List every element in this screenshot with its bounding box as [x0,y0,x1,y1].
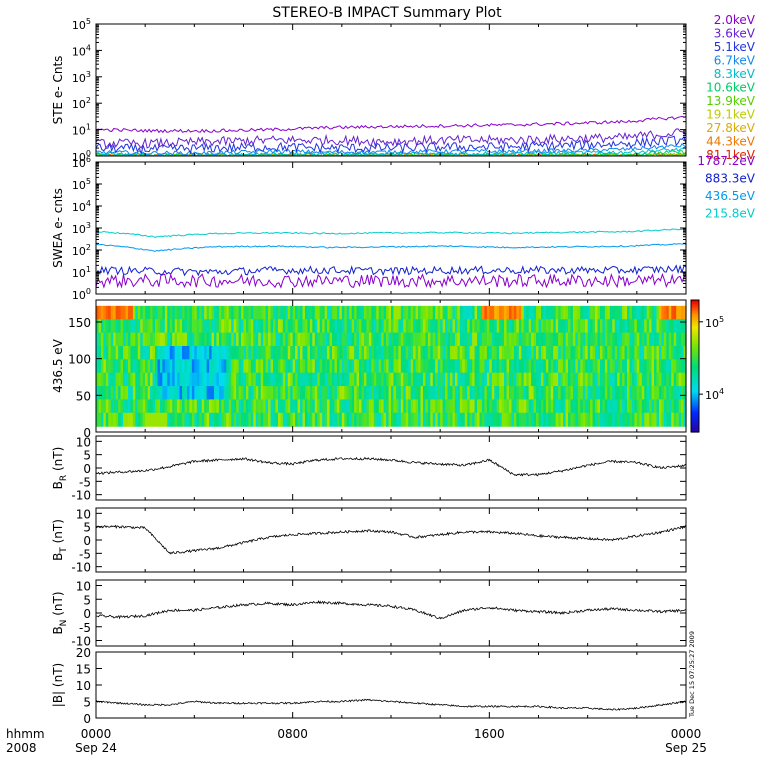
y-tick-label: 0 [83,462,91,476]
panel-frame [95,435,687,501]
y-tick-label: 106 [72,155,91,170]
legend-10.6keV: 10.6keV [706,81,756,95]
colorbar-tick-label: 104 [705,387,724,402]
series-line-436.5eV [96,243,686,252]
y-tick-label: 5 [83,449,91,463]
legend-8.3keV: 8.3keV [714,67,756,81]
y-tick-label: 102 [72,243,91,258]
y-tick-label: 10 [76,435,91,449]
y-tick-label: 103 [72,70,91,85]
legend-6.7keV: 6.7keV [714,54,756,68]
y-tick-label: 100 [68,353,91,367]
series-line-1787.2eV [96,272,686,289]
field-trace [95,524,687,555]
legend-81.1keV: 81.1keV [706,148,756,162]
y-tick-label: 0 [83,426,91,440]
swea-electron-counts-panel: 215.8eV 436.5eV 883.3eV 1787.2eV 100 101 102 10… [51,154,756,302]
y-tick-label: -5 [79,547,91,561]
y-axis-label: 436.5 eV [51,338,65,393]
legend-44.3keV: 44.3keV [706,135,756,149]
y-tick-label: 0 [83,607,91,621]
series-line-2.0keV [96,115,686,134]
legend-2.0keV: 2.0keV [714,13,756,27]
y-axis-label: BT (nT) [51,519,69,561]
y-tick-label: 10 [76,580,91,594]
time-tick-date-label: Sep 25 [665,741,707,755]
time-tick-label: 0800 [277,727,308,741]
y-axis-label: SWEA e- cnts [51,188,65,268]
legend-3.6keV: 3.6keV [714,27,756,41]
y-tick-label: 20 [76,646,91,660]
y-axis-label: STE e- Cnts [51,56,65,125]
series-line-883.3eV [96,264,686,277]
series-group [96,115,686,156]
y-tick-label: 105 [72,177,91,192]
y-tick-label: 5 [83,521,91,535]
y-tick-label: 150 [68,316,91,330]
panel-frame [95,507,687,573]
y-tick-label: 100 [72,287,91,302]
legend-13.9keV: 13.9keV [706,94,756,108]
y-tick-label: 5 [83,696,91,710]
y-tick-label: 105 [72,17,91,32]
legend-19.1keV: 19.1keV [706,108,756,122]
y-axis-label: BN (nT) [51,591,69,634]
legend-215.8eV: 215.8eV [705,207,756,221]
y-tick-label: -10 [71,635,91,649]
y-tick-label: -5 [79,475,91,489]
series-group [96,227,686,289]
legend-5.1keV: 5.1keV [714,40,756,54]
y-tick-label: -5 [79,621,91,635]
y-tick-label: 0 [83,712,91,726]
y-tick-label: 0 [83,534,91,548]
y-tick-label: 50 [76,389,91,403]
time-axis-year-label: 2008 [6,741,37,755]
time-axis-hhmm-label: hhmm [6,727,45,741]
ste-electron-counts-panel: 81.1keV44.3keV27.8keV19.1keV13.9keV10.6k… [51,13,756,164]
generation-timestamp: Tue Dec 15 07:25:27 2009 [688,631,696,718]
field-trace [95,456,687,477]
time-tick-label: 0000 [81,727,112,741]
legend-27.8keV: 27.8keV [706,121,756,135]
colorbar-frame [690,299,700,433]
y-tick-label: 103 [72,221,91,236]
y-tick-label: 104 [72,43,91,58]
y-tick-label: 104 [72,199,91,214]
colorbar: 104 105 [690,299,724,433]
heatmap-cells [96,305,687,427]
y-axis-label: |B| (nT) [51,663,65,707]
y-tick-label: -10 [71,489,91,503]
y-tick-label: 5 [83,593,91,607]
time-tick-label: 0000 [671,727,702,741]
panel-frame [95,579,687,647]
series-line-5.1keV [96,135,686,156]
series-line-3.6keV [96,128,686,149]
y-tick-label: 10 [76,507,91,521]
time-tick-label: 1600 [474,727,505,741]
plot-title: STEREO-B IMPACT Summary Plot [272,5,502,21]
legend-883.3eV: 883.3eV [705,172,756,186]
series-line-215.8eV [96,227,686,238]
legend-1787.2eV: 1787.2eV [697,154,755,168]
y-tick-label: -10 [71,561,91,575]
time-tick-date-label: Sep 24 [75,741,117,755]
y-tick-label: 15 [76,663,91,677]
field-trace [95,600,687,620]
colorbar-tick-label: 105 [705,315,724,330]
y-tick-label: 101 [72,123,91,138]
btotal-magnetic-field-panel: 0 5 10 15 20 |B| (nT) [51,646,687,726]
legend-436.5eV: 436.5eV [705,189,756,203]
y-tick-label: 101 [72,265,91,280]
y-tick-label: 102 [72,96,91,111]
y-tick-label: 10 [76,679,91,693]
y-axis-label: BR (nT) [51,447,69,490]
panel-frame [95,23,687,157]
field-trace [95,698,687,711]
